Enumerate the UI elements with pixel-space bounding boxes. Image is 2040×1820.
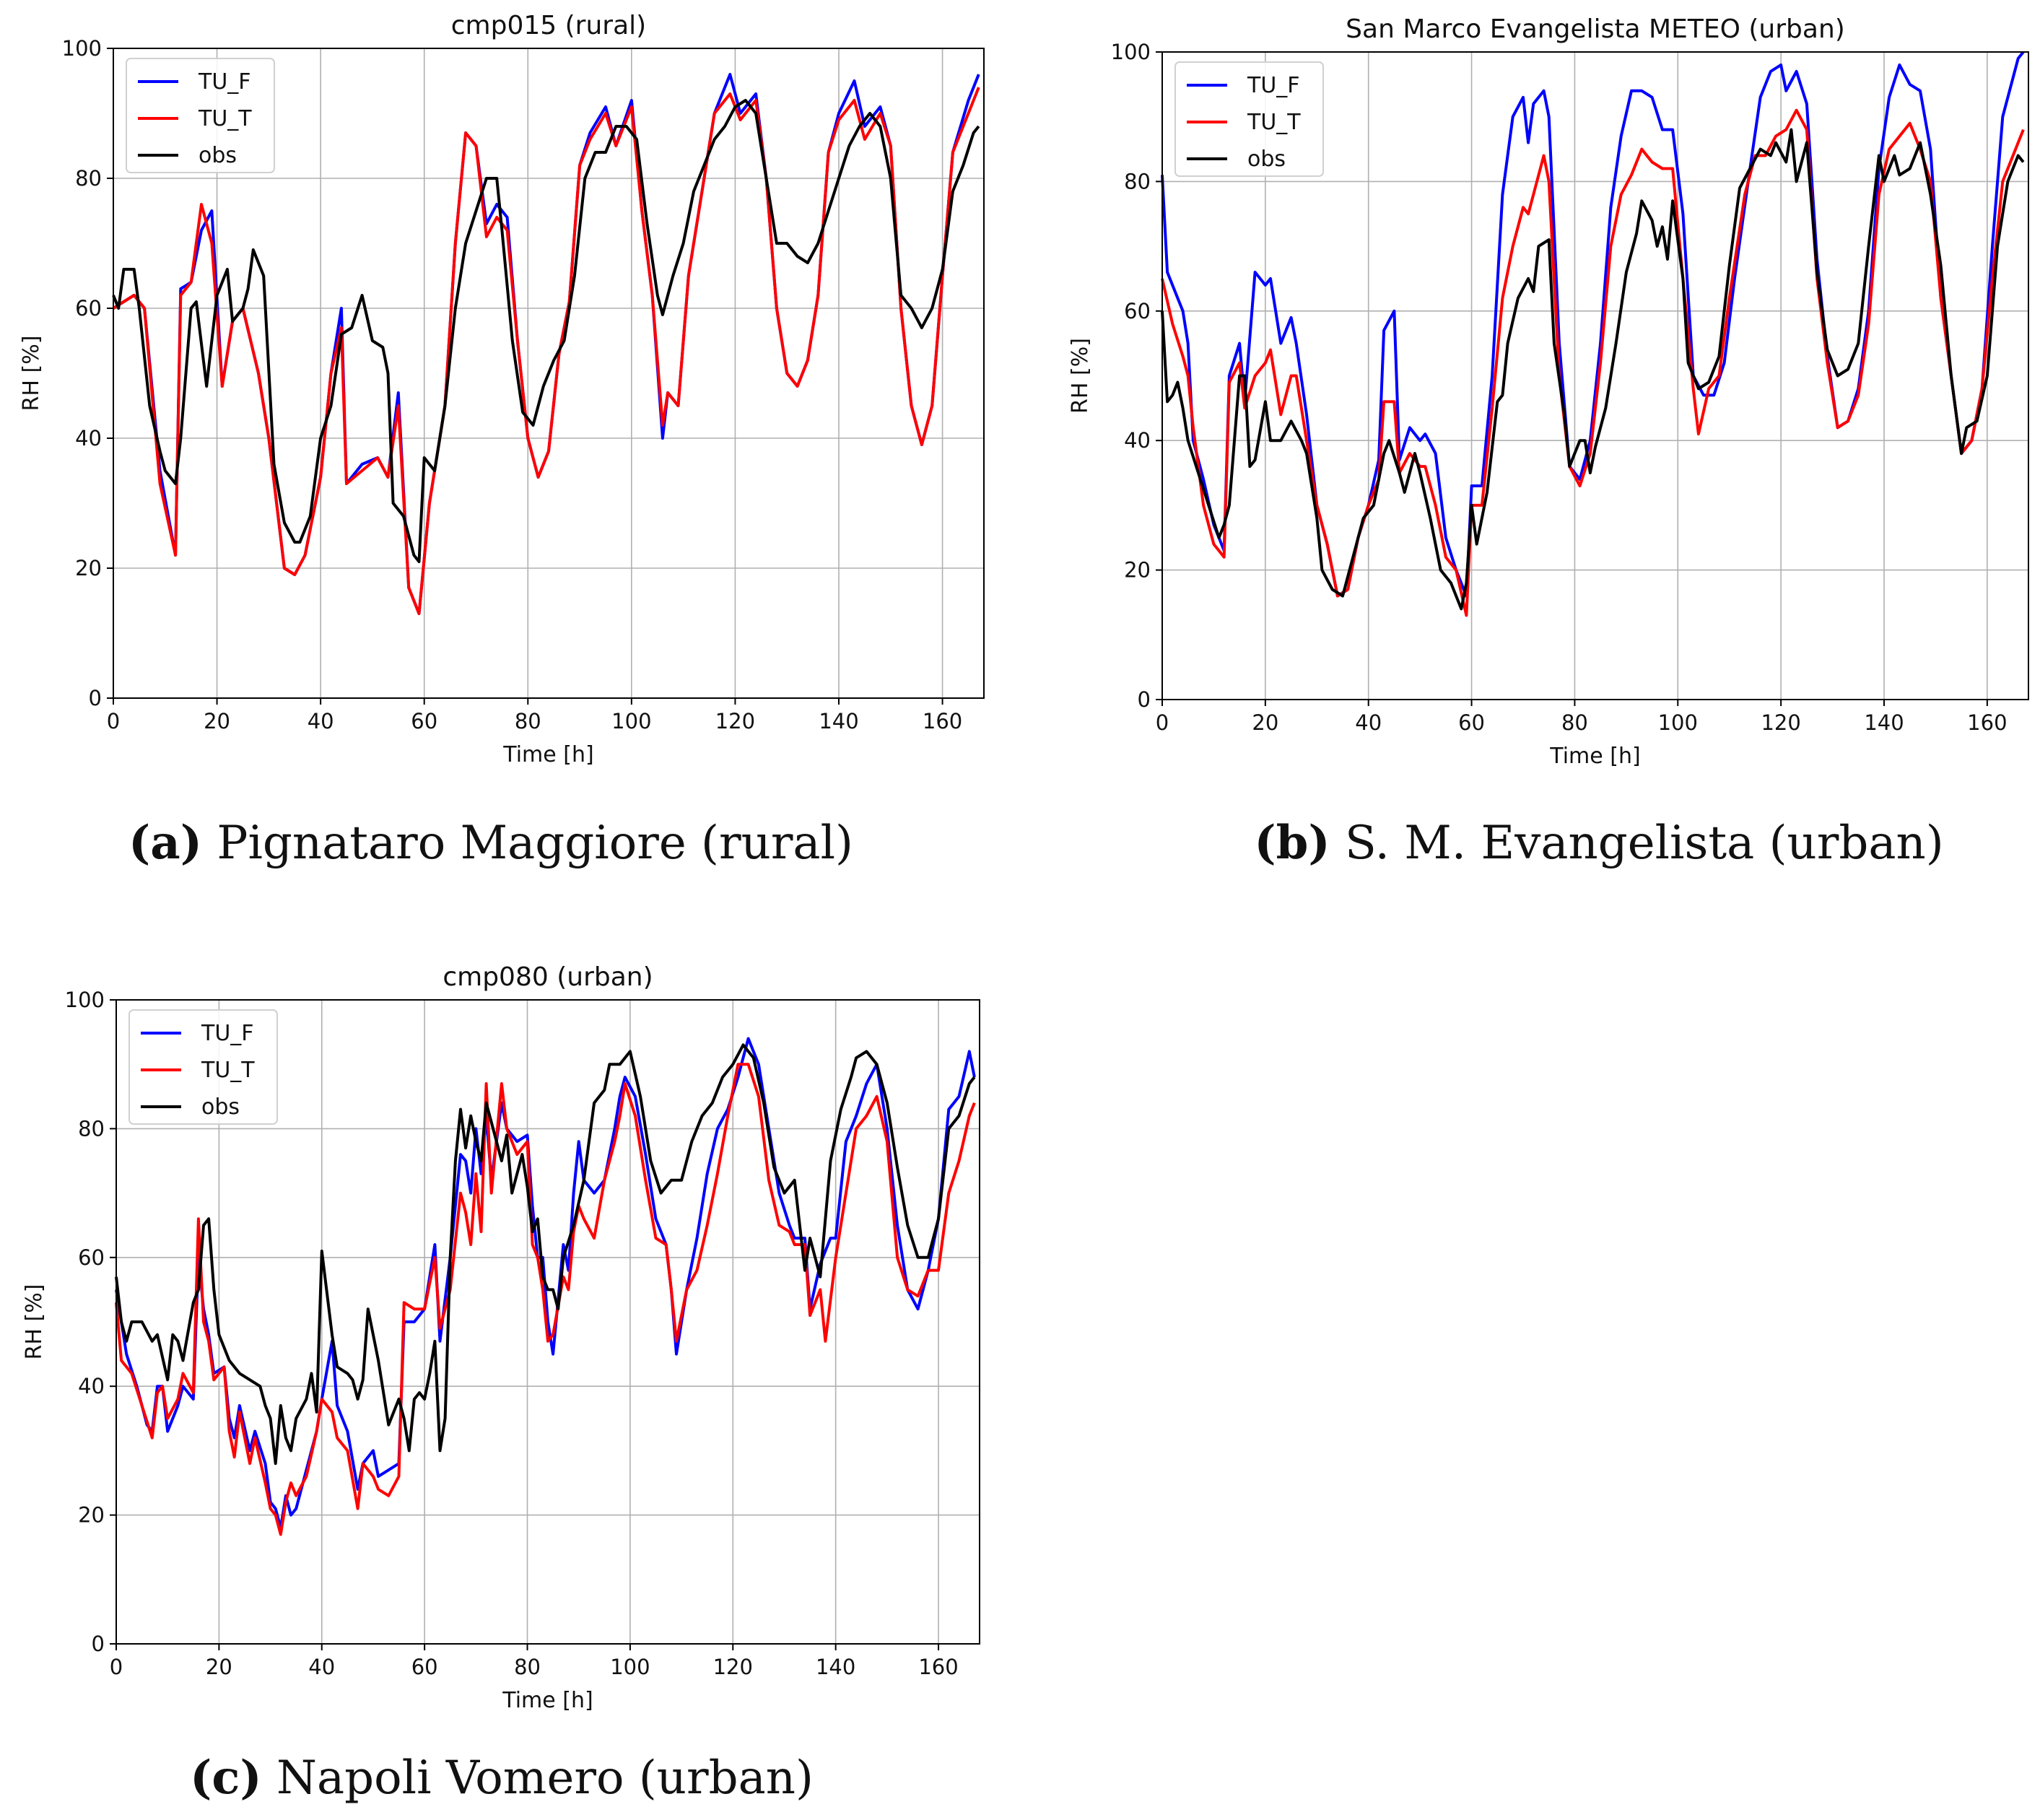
caption-a: (a) Pignataro Maggiore (rural)	[128, 816, 853, 870]
x-tick-label: 20	[204, 709, 230, 733]
x-tick-label: 0	[110, 1655, 123, 1679]
x-tick-label: 80	[515, 709, 541, 733]
caption-text: Napoli Vomero (urban)	[276, 1751, 814, 1805]
legend-label-obs: obs	[201, 1094, 240, 1120]
x-tick-label: 100	[610, 1655, 650, 1679]
plot-frame	[113, 48, 985, 699]
y-tick-label: 100	[65, 988, 105, 1012]
x-tick-label: 60	[411, 709, 437, 733]
y-tick-label: 100	[62, 36, 102, 61]
legend-label-tu_f: TU_F	[198, 69, 251, 95]
y-tick-label: 80	[75, 166, 102, 191]
y-tick-label: 40	[75, 426, 102, 450]
legend-box	[126, 58, 275, 173]
series-line-tu_t	[112, 87, 980, 615]
caption-letter: (a)	[128, 816, 203, 870]
y-tick-label: 60	[75, 296, 102, 321]
legend-label-obs: obs	[199, 143, 237, 168]
y-tick-label: 40	[1124, 428, 1151, 453]
y-tick-label: 20	[75, 556, 102, 580]
y-tick-label: 40	[78, 1374, 105, 1398]
chart-title: cmp080 (urban)	[443, 962, 653, 992]
plot-frame	[1161, 51, 2029, 700]
x-tick-label: 0	[107, 709, 120, 733]
legend-label-tu_t: TU_T	[1247, 110, 1301, 135]
x-tick-label: 140	[1864, 710, 1904, 735]
caption-text: Pignataro Maggiore (rural)	[217, 817, 853, 870]
x-tick-label: 100	[611, 709, 651, 733]
caption-b: (b) S. M. Evangelista (urban)	[1254, 816, 1943, 870]
y-tick-label: 0	[89, 686, 102, 710]
x-tick-label: 40	[308, 709, 334, 733]
legend-label-tu_f: TU_F	[201, 1021, 254, 1046]
caption-c: (c) Napoli Vomero (urban)	[190, 1751, 814, 1805]
chart-title: cmp015 (rural)	[451, 11, 646, 40]
caption-letter: (c)	[190, 1751, 262, 1805]
x-tick-label: 100	[1658, 710, 1698, 735]
x-tick-label: 40	[1355, 710, 1382, 735]
y-axis-label: RH [%]	[19, 336, 44, 412]
x-tick-label: 140	[816, 1655, 855, 1679]
caption-letter: (b)	[1254, 816, 1330, 870]
legend-label-tu_t: TU_T	[198, 106, 252, 131]
y-axis-label: RH [%]	[1068, 338, 1093, 414]
series-line-tu_t	[1161, 108, 2025, 617]
x-tick-label: 120	[715, 709, 755, 733]
x-axis-label: Time [h]	[502, 1688, 593, 1713]
legend-box	[128, 1009, 278, 1125]
x-tick-label: 120	[713, 1655, 753, 1679]
x-tick-label: 60	[411, 1655, 438, 1679]
x-axis-label: Time [h]	[1549, 744, 1640, 769]
x-tick-label: 0	[1156, 710, 1169, 735]
y-tick-label: 20	[1124, 558, 1151, 583]
legend-label-obs: obs	[1247, 147, 1286, 172]
caption-text: S. M. Evangelista (urban)	[1345, 817, 1944, 870]
x-tick-label: 40	[308, 1655, 335, 1679]
x-tick-label: 60	[1458, 710, 1485, 735]
y-tick-label: 0	[1138, 687, 1151, 712]
y-tick-label: 0	[92, 1632, 105, 1656]
x-tick-label: 20	[206, 1655, 232, 1679]
x-tick-label: 140	[819, 709, 858, 733]
x-axis-label: Time [h]	[502, 742, 593, 767]
x-tick-label: 160	[923, 709, 962, 733]
plot-frame	[115, 999, 980, 1645]
chart-title: San Marco Evangelista METEO (urban)	[1346, 14, 1845, 44]
series-line-obs	[1161, 128, 2025, 611]
y-tick-label: 100	[1111, 40, 1151, 64]
y-tick-label: 60	[78, 1245, 105, 1270]
series-line-tu_f	[1161, 51, 2025, 598]
series-line-obs	[115, 1043, 976, 1466]
legend-label-tu_t: TU_T	[201, 1058, 255, 1083]
y-tick-label: 20	[78, 1503, 105, 1528]
y-axis-label: RH [%]	[22, 1284, 47, 1360]
x-tick-label: 80	[1561, 710, 1588, 735]
x-tick-label: 20	[1252, 710, 1278, 735]
x-tick-label: 80	[514, 1655, 541, 1679]
y-tick-label: 80	[78, 1116, 105, 1141]
legend-label-tu_f: TU_F	[1247, 73, 1300, 98]
legend-box	[1174, 61, 1324, 177]
x-tick-label: 120	[1761, 710, 1800, 735]
x-tick-label: 160	[1967, 710, 2007, 735]
chart-3: 0 20 40 60 80 100 120 140 160 0 20 40 60 80 100 cmp080 …	[22, 962, 980, 1713]
chart-1: 0 20 40 60 80 100 120 140 160 0 20 40 60 80 100 cmp015 …	[19, 11, 985, 767]
series-line-obs	[112, 99, 980, 563]
y-tick-label: 80	[1124, 169, 1151, 193]
y-tick-label: 60	[1124, 299, 1151, 323]
x-tick-label: 160	[918, 1655, 958, 1679]
series-line-tu_t	[115, 1063, 976, 1536]
chart-2: 0 20 40 60 80 100 120 140 160 0 20 40 60 80 100 San Mar…	[1068, 14, 2029, 769]
